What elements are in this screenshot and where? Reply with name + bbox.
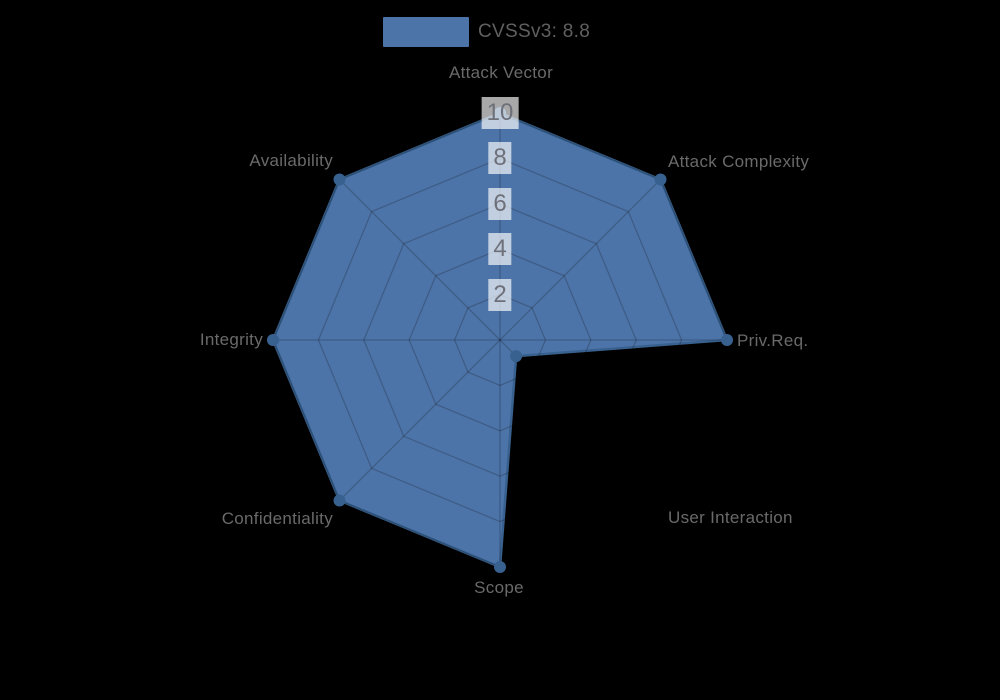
radar-vertex-dot (267, 334, 279, 346)
radar-vertex-dot (333, 494, 346, 507)
radar-grid-spoke (499, 339, 661, 501)
radial-tick-label: 10 (481, 97, 519, 129)
radar-grid-ring (408, 248, 592, 432)
axis-label-integrity: Integrity (199, 330, 263, 349)
axis-label-attack-complexity: Attack Complexity (668, 152, 810, 171)
radial-tick-label: 8 (488, 142, 512, 174)
radar-vertex-dot (510, 350, 523, 363)
radar-vertex-dot (654, 173, 667, 186)
radar-grid-ring (453, 293, 547, 387)
radar-vertex-dot (494, 561, 506, 573)
axis-label-confidentiality: Confidentiality (221, 509, 333, 528)
radar-grid-spoke (339, 339, 501, 501)
axis-label-attack-vector: Attack Vector (448, 63, 554, 82)
radar-grid-ring (317, 157, 683, 523)
legend-swatch-icon (383, 17, 469, 47)
legend-item[interactable]: CVSSv3: 8.8 (383, 17, 590, 47)
radar-grid-spoke (499, 179, 661, 341)
radar-vertex-dot (333, 173, 346, 186)
radial-tick-label: 6 (488, 188, 512, 220)
radar-grid-ring (363, 203, 637, 477)
radial-tick-label: 4 (488, 233, 512, 265)
radar-grid-spoke (339, 179, 501, 341)
radar-vertex-dot (721, 334, 733, 346)
axis-label-scope: Scope (474, 578, 524, 597)
axis-label-availability: Availability (249, 151, 333, 170)
axis-label-priv-req: Priv.Req. (737, 331, 809, 350)
axis-label-user-interaction: User Interaction (668, 508, 793, 527)
radial-tick-label: 2 (488, 279, 512, 311)
legend-label: CVSSv3: 8.8 (478, 21, 591, 42)
